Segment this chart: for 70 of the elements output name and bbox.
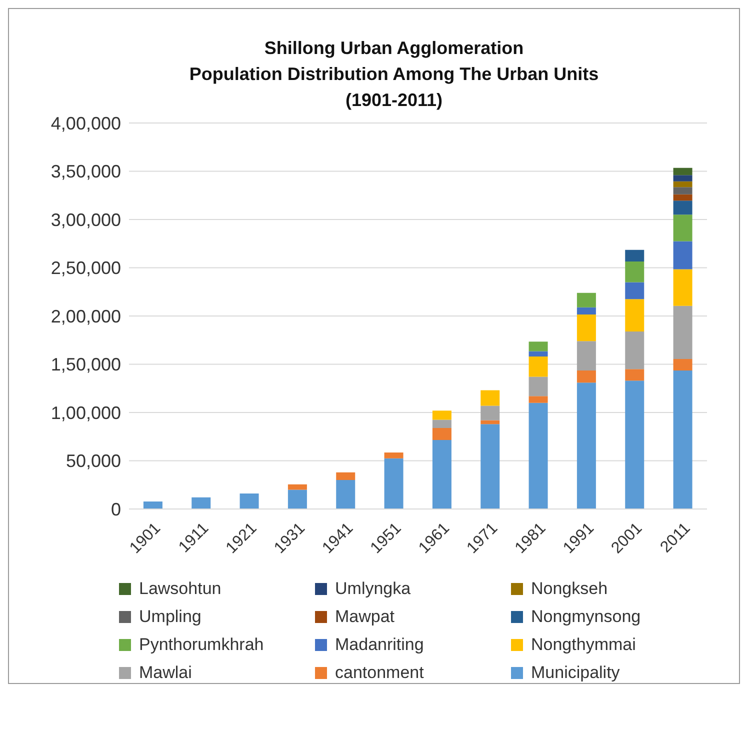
bar: [384, 452, 404, 458]
legend-label: Mawlai: [139, 663, 192, 683]
bar: [625, 261, 644, 282]
bar: [625, 380, 644, 509]
legend-label: Madanriting: [335, 635, 424, 655]
legend-label: Municipality: [531, 663, 620, 683]
bar: [528, 351, 548, 357]
bar: [576, 292, 596, 308]
legend-label: Lawsohtun: [139, 579, 222, 599]
bar: [288, 484, 307, 490]
bar: [480, 420, 500, 424]
bar: [336, 480, 356, 509]
legend-label: Nongmynsong: [531, 607, 641, 627]
bar: [528, 342, 548, 352]
bar: [673, 181, 692, 188]
bar: [432, 428, 452, 440]
y-tick-label: 2,50,000: [50, 258, 121, 278]
bar: [576, 382, 596, 509]
bar: [432, 440, 452, 509]
bar: [625, 299, 644, 332]
bar: [673, 168, 692, 176]
y-tick-label: 1,00,000: [50, 402, 121, 423]
bar: [625, 369, 644, 381]
bar: [528, 402, 548, 509]
bar: [240, 494, 259, 509]
legend-label: Nongthymmai: [531, 635, 636, 655]
y-tick-label: 1,50,000: [50, 354, 121, 375]
legend-label: Pynthorumkhrah: [139, 635, 264, 655]
bar: [576, 307, 596, 315]
bar: [673, 187, 692, 194]
y-tick-label: 3,50,000: [50, 162, 121, 182]
bar: [673, 194, 692, 201]
bar: [432, 410, 452, 420]
bar: [480, 390, 500, 406]
legend-label: Umpling: [139, 607, 202, 627]
bar: [143, 501, 162, 509]
bar: [384, 458, 404, 509]
bar: [576, 341, 596, 371]
bar: [480, 424, 500, 509]
bar: [673, 241, 692, 270]
bar: [528, 356, 548, 377]
bar: [480, 406, 500, 420]
bar: [288, 490, 307, 509]
legend-label: cantonment: [335, 663, 424, 683]
bar: [673, 269, 692, 306]
legend-label: Umlyngka: [335, 579, 411, 599]
y-tick-label: 4,00,000: [50, 113, 121, 134]
bar: [673, 306, 692, 359]
bar: [673, 358, 692, 371]
bar: [528, 376, 548, 396]
bar: [625, 250, 644, 262]
bar: [673, 200, 692, 215]
bar: [625, 282, 644, 300]
chart-title: Shillong Urban Agglomeration Population Distribution Among The Urban Units (1901-2011): [188, 37, 600, 112]
bar: [192, 497, 211, 509]
bar: [673, 175, 692, 182]
bar: [576, 314, 596, 342]
bar: [528, 396, 548, 403]
legend-label: Mawpat: [335, 607, 395, 627]
bar: [336, 472, 356, 480]
y-tick-label: 3,00,000: [50, 210, 121, 230]
bar: [625, 331, 644, 370]
bar: [432, 420, 452, 428]
y-tick-label: 50,000: [66, 451, 121, 472]
y-tick-label: 2,00,000: [50, 306, 121, 326]
bar: [673, 214, 692, 242]
bar: [576, 370, 596, 383]
bar: [673, 370, 692, 509]
y-tick-label: 0: [110, 499, 121, 520]
legend-label: Nongkseh: [531, 579, 608, 599]
